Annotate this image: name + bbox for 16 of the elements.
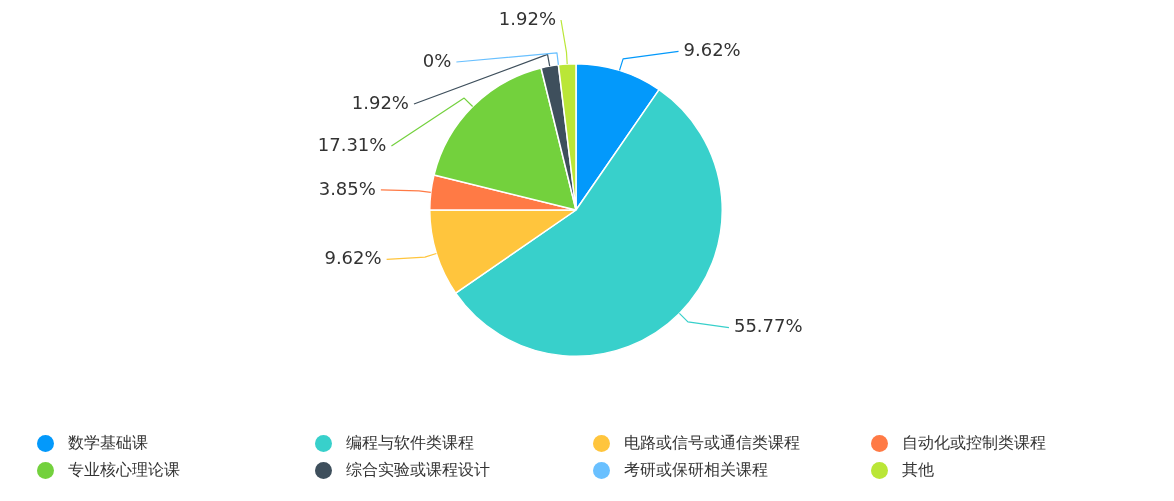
data-label: 1.92% [498,7,556,29]
data-label: 55.77% [733,315,803,337]
legend-label: 专业核心理论课 [68,459,180,481]
legend-label: 数学基础课 [68,432,148,454]
legend-label: 综合实验或课程设计 [346,459,490,481]
data-label: 1.92% [351,91,409,113]
text: 0% [422,49,452,71]
data-label: 9.62% [683,38,741,60]
legend-label: 考研或保研相关课程 [624,459,768,481]
data-label: 3.85% [318,177,376,199]
legend-label: 其他 [902,459,934,481]
legend-label: 电路或信号或通信类课程 [624,432,800,454]
legend-label: 自动化或控制类课程 [902,432,1046,454]
data-label: 9.62% [324,247,382,269]
legend-label: 编程与软件类课程 [346,432,474,454]
data-label: 17.31% [317,133,387,155]
